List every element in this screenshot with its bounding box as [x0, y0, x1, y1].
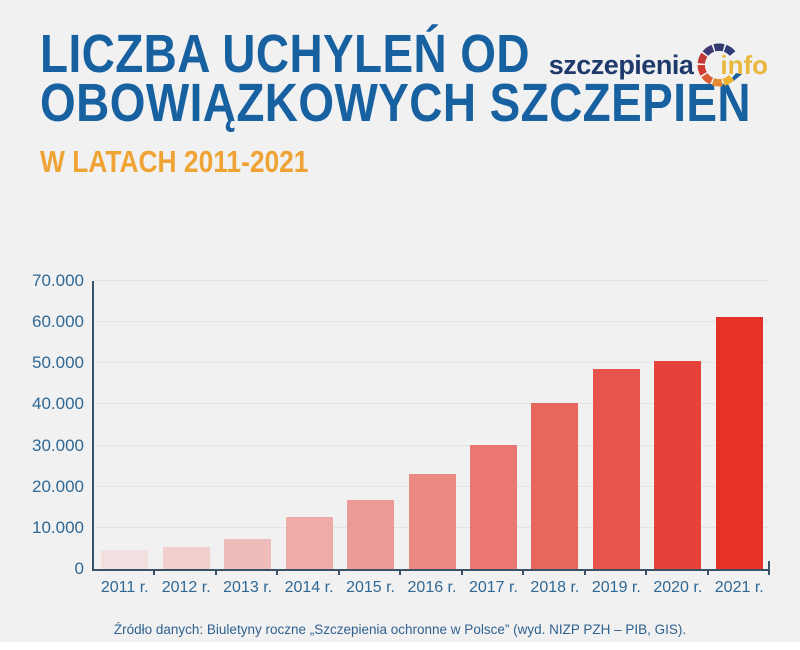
- page-title: LICZBA UCHYLEŃ OD OBOWIĄZKOWYCH SZCZEPIE…: [40, 24, 800, 133]
- x-axis-label: 2011 r.: [100, 579, 149, 596]
- x-axis-tick: [399, 569, 402, 575]
- bar-2021: [715, 316, 763, 569]
- x-axis-label: 2020 r.: [653, 579, 703, 596]
- x-axis-tick: [214, 569, 217, 575]
- x-axis-label: 2021 r.: [714, 579, 764, 596]
- segmented-ring-icon: [697, 43, 736, 87]
- x-axis-tick: [337, 569, 340, 575]
- x-axis-label: 2017 r.: [468, 579, 518, 596]
- x-axis-tick: [706, 569, 709, 575]
- brand-logo-text-left: szczepienia: [548, 49, 694, 80]
- x-axis-tick: [645, 569, 648, 575]
- page-subtitle: W LATACH 2011-2021: [40, 146, 356, 178]
- bar-2020: [654, 360, 702, 569]
- bottom-strip: [0, 642, 800, 650]
- axis-end-tick: [768, 561, 770, 569]
- bar-2015: [347, 500, 395, 569]
- bar-2012: [162, 547, 210, 569]
- x-axis-tick: [583, 569, 586, 575]
- y-axis-label: 60.000: [32, 312, 84, 332]
- x-axis-label: 2019 r.: [591, 579, 641, 596]
- gridline-30.000: [94, 444, 770, 446]
- x-axis-label: 2016 r.: [407, 579, 457, 596]
- x-axis-tick: [276, 569, 279, 575]
- x-axis-label: 2012 r.: [161, 579, 211, 596]
- bar-2013: [224, 539, 272, 569]
- x-axis-label: 2015 r.: [346, 579, 395, 596]
- y-axis-label: 10.000: [32, 517, 84, 537]
- x-axis-tick: [153, 569, 156, 575]
- y-axis-label: 30.000: [32, 435, 84, 455]
- bar-2018: [531, 403, 579, 569]
- y-axis-label: 70.000: [32, 271, 84, 290]
- x-axis-tick: [460, 569, 463, 575]
- bar-2011: [101, 549, 149, 569]
- brand-logo-text-right: info: [720, 49, 768, 80]
- x-axis-tick: [522, 569, 525, 575]
- x-axis-label: 2014 r.: [284, 579, 334, 596]
- bar-2014: [285, 516, 333, 569]
- y-axis-label: 50.000: [32, 353, 84, 373]
- x-axis-label: 2013 r.: [223, 579, 273, 596]
- gridline-40.000: [94, 403, 770, 405]
- source-note: Źródło danych: Biuletyny roczne „Szczepi…: [113, 622, 687, 637]
- bar-2016: [408, 473, 456, 569]
- y-axis-label: 40.000: [32, 394, 84, 414]
- gridline-70.000: [94, 280, 770, 281]
- bar-2017: [469, 445, 517, 569]
- gridline-60.000: [94, 321, 770, 323]
- y-axis-label: 0: [74, 559, 84, 578]
- brand-logo: szczepienia info: [549, 42, 768, 88]
- page-title-line2: OBOWIĄZKOWYCH SZCZEPIEŃ: [40, 73, 752, 133]
- bar-2019: [592, 369, 640, 569]
- chart-plot: 0 10.000 20.000 30.000 40.000 50.000 60.000 70.…: [32, 271, 770, 596]
- page-title-line1: LICZBA UCHYLEŃ OD: [40, 24, 531, 84]
- gridline-50.000: [94, 362, 770, 364]
- y-axis-label: 20.000: [32, 476, 84, 496]
- x-axis-tick: [768, 569, 770, 575]
- x-axis-label: 2018 r.: [530, 579, 580, 596]
- page-subtitle-text: W LATACH 2011-2021: [40, 144, 309, 179]
